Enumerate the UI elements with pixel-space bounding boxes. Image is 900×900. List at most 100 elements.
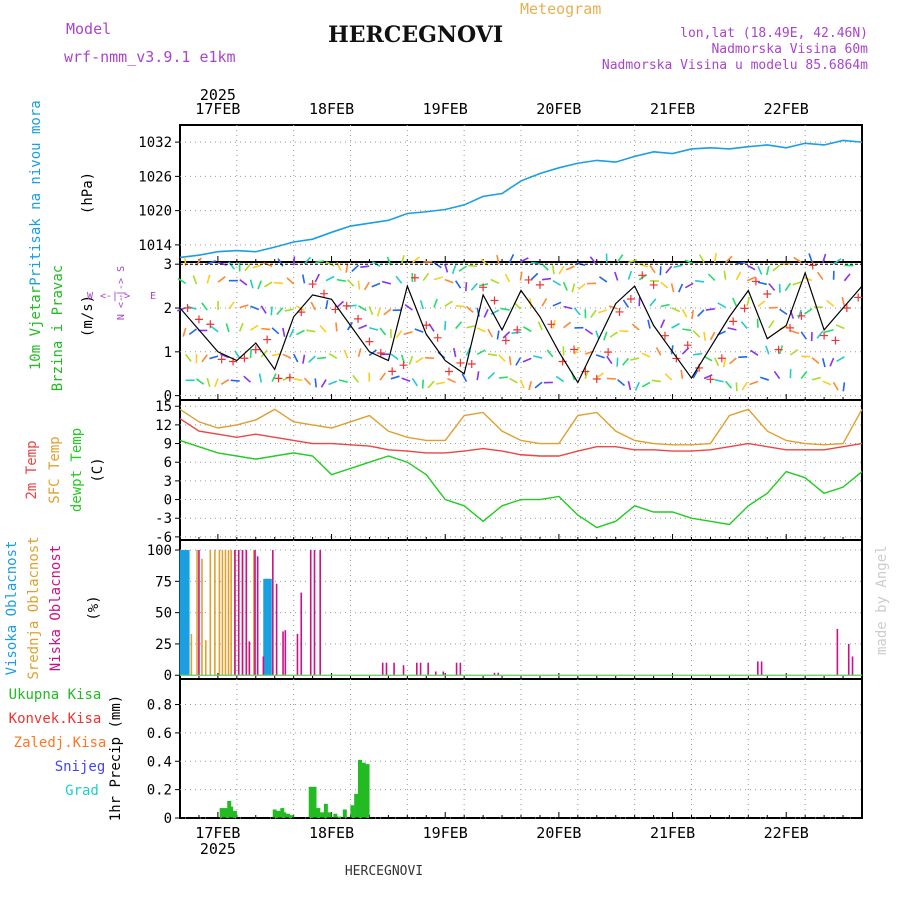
temperature-tick-label: 3: [164, 474, 172, 490]
wind-speed-line: [179, 271, 863, 384]
precip-bar: [316, 808, 321, 818]
wind-gust-marker: [570, 345, 579, 354]
wind-barb: [206, 274, 211, 284]
wind-gust-marker: [547, 320, 556, 329]
wind-barb: [584, 328, 594, 335]
wind-barb: [346, 321, 353, 331]
pressure-tick-label: 1026: [138, 169, 172, 185]
wind-barb: [811, 376, 821, 381]
wind-barb: [358, 305, 367, 312]
cloud-bar-low: [419, 662, 422, 676]
wind-barb: [841, 296, 846, 307]
precip-tick-label: 0.4: [147, 754, 172, 770]
wind-barb: [390, 375, 400, 380]
cloud-bar-low: [300, 592, 303, 676]
wind-barb: [694, 279, 705, 283]
wind-gust-marker: [388, 367, 397, 376]
wind-barb: [496, 254, 500, 264]
wind-tick-label: 3: [164, 257, 172, 273]
wind-barb: [390, 353, 399, 360]
wind-barb: [411, 256, 421, 264]
wind-barb: [829, 357, 835, 367]
wind-barb: [714, 357, 720, 367]
wind-gust-marker: [751, 277, 760, 286]
wind-gust-marker: [501, 336, 510, 345]
wind-gust-marker: [831, 336, 840, 345]
cloud-panel: 0 25 50 75 100: [147, 539, 863, 684]
temp-ylabel-sfc: SFC Temp: [47, 436, 63, 503]
wind-barb: [692, 369, 699, 379]
wind-barb: [433, 298, 438, 308]
precip-panel: 0 0.2 0.4 0.6 0.8: [147, 678, 863, 827]
wind-barb: [515, 357, 522, 366]
wind-gust-marker: [183, 304, 192, 312]
wind-barb: [757, 265, 763, 275]
date-label-bottom: 20FEB: [536, 824, 581, 842]
wind-barb: [757, 281, 767, 286]
precip-bar: [223, 808, 228, 818]
wind-barb: [293, 378, 303, 382]
wind-barb: [723, 270, 727, 280]
wind-barb: [784, 282, 792, 292]
wind-barb: [697, 309, 705, 317]
precip-bar: [289, 815, 294, 818]
wind-barb: [562, 281, 568, 291]
wind-barb: [317, 356, 327, 360]
wind-barb: [325, 299, 329, 310]
wind-gust-marker: [740, 304, 749, 313]
precip-legend-item: Ukupna Kisa: [9, 687, 102, 703]
precip-bar: [229, 806, 234, 818]
cloud-bar-mid: [201, 558, 203, 676]
wind-barb: [260, 305, 267, 314]
wind-barb: [210, 325, 219, 333]
wind-gust-marker: [456, 358, 465, 367]
temperature-tick-label: 6: [164, 455, 172, 471]
date-label-top: 18FEB: [309, 100, 354, 118]
cloud-bar-low: [459, 662, 462, 676]
pressure-panel: 1014 1020 1026 1032: [138, 124, 863, 263]
cloud-bar-low: [237, 550, 240, 676]
wind-barb: [360, 265, 370, 268]
precip-bar: [365, 764, 370, 818]
precip-bar: [282, 812, 287, 818]
temp-line-t2m: [179, 418, 863, 457]
wind-barb: [598, 276, 608, 283]
wind-barb: [368, 306, 374, 316]
wind-gust-marker: [535, 280, 544, 289]
wind-barb: [217, 276, 226, 283]
wind-barb: [343, 349, 349, 359]
wind-barb: [768, 320, 775, 329]
wind-barb: [214, 378, 219, 388]
temperature-tick-label: 9: [164, 437, 172, 453]
cloud-bar-low: [434, 671, 437, 676]
precip-bar: [312, 786, 317, 818]
wind-gust-marker: [365, 337, 374, 346]
wind-barb: [552, 265, 555, 275]
wind-barb: [427, 380, 435, 389]
footer-label: HERCEGNOVI: [345, 864, 423, 879]
cloud-bar-low: [256, 556, 259, 676]
wind-barb: [589, 256, 597, 265]
wind-gust-marker: [638, 271, 647, 280]
cloud-bar-mid: [209, 550, 212, 676]
wind-barb: [757, 300, 766, 308]
wind-barb: [722, 358, 727, 368]
wind-barb: [728, 357, 737, 365]
wind-gust-marker: [297, 308, 306, 317]
cloud-tick-label: 50: [155, 606, 172, 622]
wind-gust-marker: [842, 303, 851, 312]
wind-barb: [725, 255, 733, 264]
wind-barb: [455, 321, 463, 330]
cloud-bar-low: [319, 550, 321, 676]
wind-barb: [705, 308, 715, 311]
wind-gust-marker: [285, 373, 294, 382]
date-label-top: 17FEB: [195, 100, 240, 118]
precip-legend-item: Snijeg: [55, 759, 106, 775]
wind-barb: [185, 353, 192, 363]
wind-barb: [357, 280, 361, 290]
wind-barb: [573, 307, 581, 316]
wind-barb: [563, 321, 572, 329]
wind-barb: [264, 281, 273, 288]
wind-barb: [465, 282, 468, 292]
model-label: Model: [66, 20, 112, 38]
